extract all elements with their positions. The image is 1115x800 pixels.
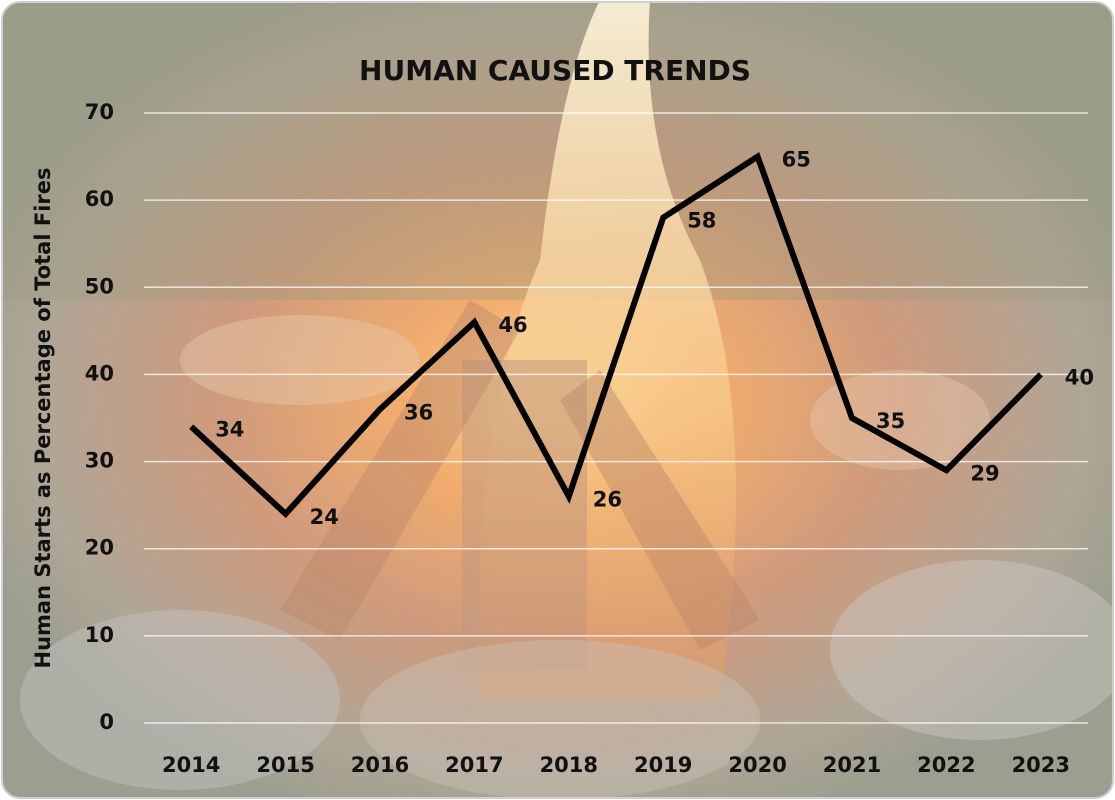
data-label: 24 — [310, 505, 339, 529]
x-tick-label: 2021 — [823, 753, 881, 777]
x-tick-label: 2018 — [540, 753, 598, 777]
data-label: 35 — [876, 409, 905, 433]
y-tick-label: 0 — [99, 710, 114, 734]
y-tick-label: 60 — [85, 187, 114, 211]
x-tick-label: 2014 — [162, 753, 220, 777]
y-tick-label: 70 — [85, 100, 114, 124]
x-tick-label: 2016 — [351, 753, 409, 777]
data-label: 46 — [498, 313, 527, 337]
line — [189, 152, 1043, 519]
y-tick-label: 50 — [85, 274, 114, 298]
y-tick-label: 40 — [85, 361, 114, 385]
data-label: 36 — [404, 400, 433, 424]
x-tick-label: 2023 — [1012, 753, 1070, 777]
x-tick-label: 2015 — [256, 753, 314, 777]
x-tick-label: 2020 — [728, 753, 786, 777]
x-tick-label: 2022 — [917, 753, 975, 777]
y-tick-label: 30 — [85, 449, 114, 473]
data-label: 26 — [593, 487, 622, 511]
data-label: 29 — [970, 461, 999, 485]
chart-title: HUMAN CAUSED TRENDS — [359, 54, 751, 87]
data-label: 34 — [215, 418, 244, 442]
y-axis-label: Human Starts as Percentage of Total Fire… — [31, 168, 55, 669]
y-tick-label: 20 — [85, 536, 114, 560]
data-label: 58 — [687, 209, 716, 233]
y-tick-label: 10 — [85, 623, 114, 647]
data-label: 40 — [1065, 365, 1094, 389]
x-tick-label: 2017 — [445, 753, 503, 777]
data-label: 65 — [782, 148, 811, 172]
x-tick-label: 2019 — [634, 753, 692, 777]
